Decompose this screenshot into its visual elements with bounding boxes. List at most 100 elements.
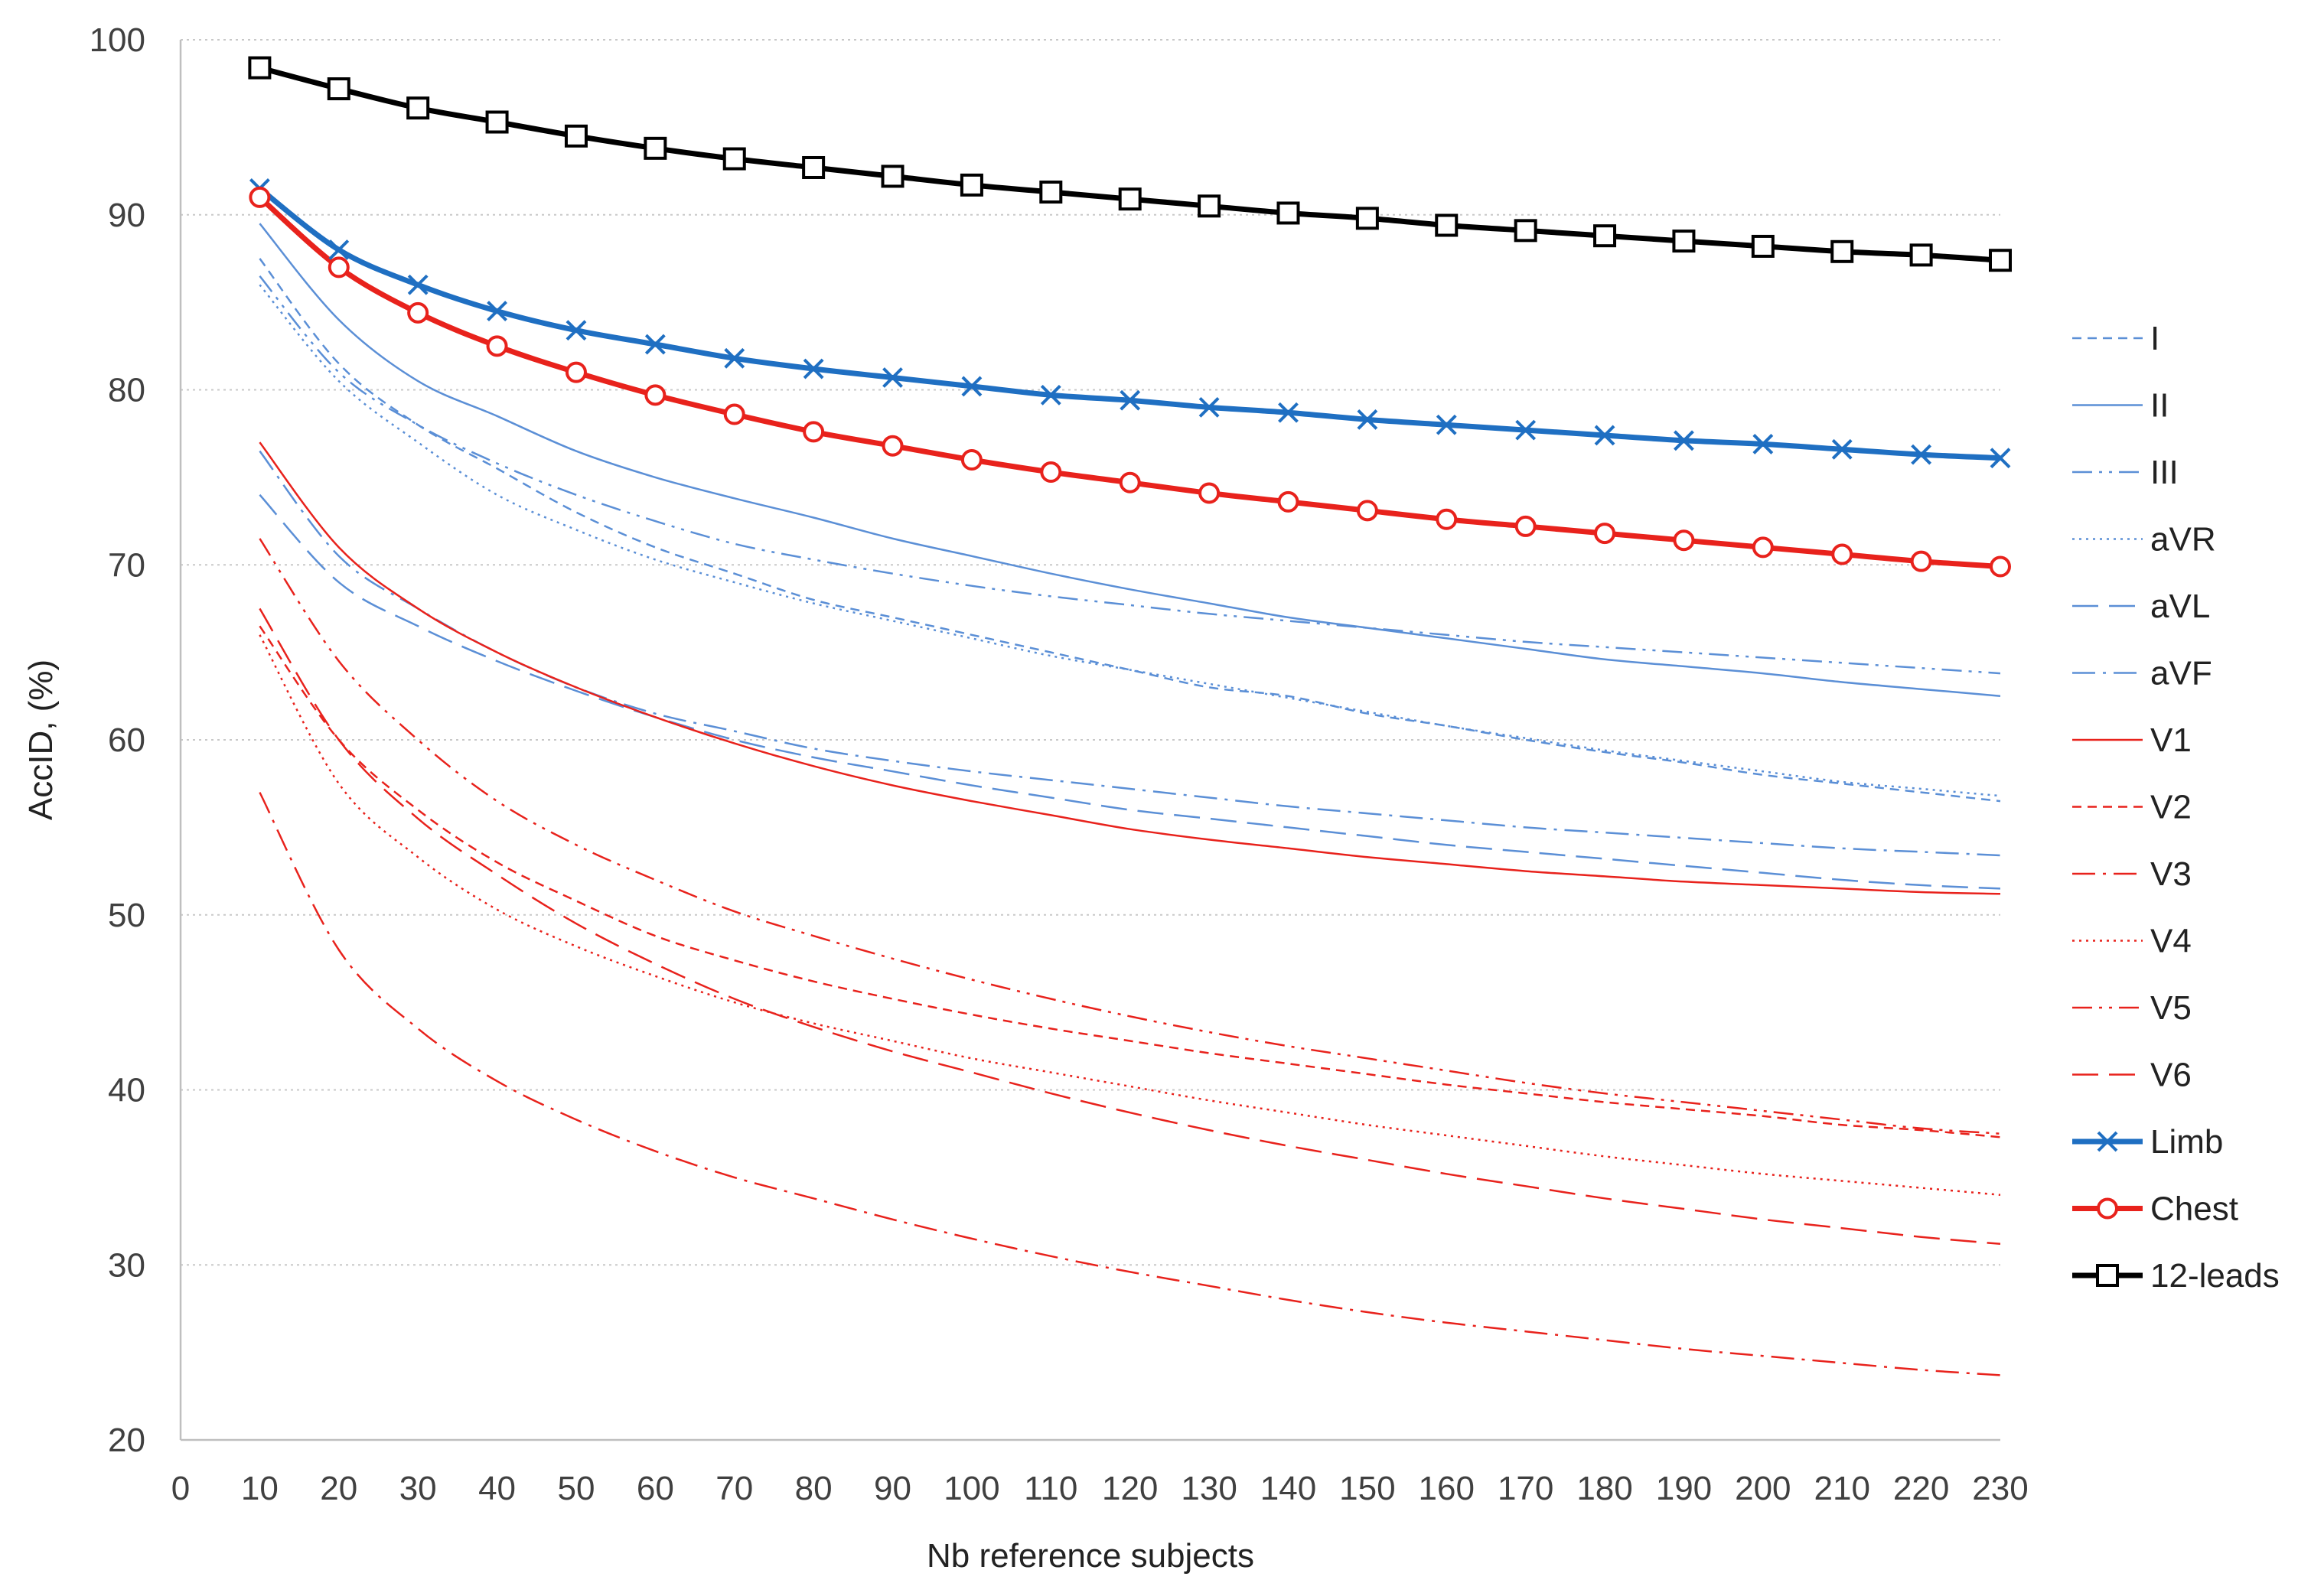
data-point-chest: [882, 435, 904, 457]
data-point-12-leads: [1435, 213, 1459, 237]
data-point-limb: [961, 376, 983, 397]
legend-item-v4: V4: [2072, 923, 2192, 960]
series-line-v5: [259, 538, 2001, 1135]
y-tick-label: 100: [90, 21, 145, 59]
x-tick-label: 90: [874, 1470, 911, 1507]
data-point-limb: [328, 239, 350, 260]
legend-label: II: [2150, 387, 2169, 425]
y-tick-label: 20: [108, 1422, 145, 1459]
data-point-limb: [566, 320, 587, 341]
data-point-limb: [1198, 396, 1220, 418]
data-point-limb: [1674, 430, 1694, 451]
x-tick-label: 80: [795, 1470, 833, 1507]
data-point-12-leads: [1355, 207, 1379, 230]
data-point-12-leads: [960, 173, 983, 197]
data-point-12-leads: [327, 77, 350, 101]
legend-label: V1: [2150, 721, 2192, 759]
y-tick-label: 90: [108, 197, 145, 234]
data-point-chest: [407, 301, 429, 324]
y-axis-title: AccID, (%): [22, 660, 60, 820]
x-tick-label: 130: [1181, 1470, 1237, 1507]
x-tick-label: 200: [1735, 1470, 1791, 1507]
series-line-v2: [259, 625, 2001, 1138]
data-point-12-leads: [485, 110, 509, 134]
series-line-avr: [259, 284, 2001, 797]
x-tick-label: 100: [944, 1470, 999, 1507]
data-point-limb: [1831, 438, 1853, 460]
data-point-12-leads: [1118, 187, 1142, 211]
data-point-12-leads: [1514, 219, 1537, 243]
data-point-chest: [1436, 508, 1458, 530]
data-point-12-leads: [1830, 239, 1854, 263]
data-point-chest: [1119, 471, 1141, 493]
legend-label: V6: [2150, 1057, 2192, 1094]
x-tick-label: 160: [1419, 1470, 1475, 1507]
x-tick-label: 230: [1972, 1470, 2028, 1507]
legend-label: aVR: [2150, 521, 2216, 559]
data-point-limb: [1120, 389, 1141, 411]
x-tick-label: 20: [320, 1470, 357, 1507]
legend-label: V4: [2150, 923, 2192, 960]
data-point-chest: [1673, 529, 1695, 552]
data-point-limb: [1911, 444, 1932, 465]
data-point-chest: [1831, 543, 1853, 565]
y-tick-label: 30: [108, 1246, 145, 1284]
data-point-chest: [1910, 550, 1932, 572]
series-line-ii: [259, 223, 2001, 698]
x-axis-title: Nb reference subjects: [927, 1537, 1254, 1575]
y-tick-label: 70: [108, 546, 145, 584]
data-point-chest: [1594, 523, 1616, 545]
series-line-v3: [259, 792, 2001, 1376]
data-point-chest: [1277, 490, 1299, 513]
legend-label: aVL: [2150, 588, 2210, 625]
legend-label: aVF: [2150, 655, 2212, 692]
data-point-chest: [565, 361, 587, 383]
data-point-chest: [328, 256, 350, 278]
legend-marker: [2097, 1131, 2118, 1152]
x-tick-label: 30: [399, 1470, 437, 1507]
x-tick-label: 220: [1893, 1470, 1949, 1507]
x-tick-label: 190: [1656, 1470, 1712, 1507]
x-tick-label: 150: [1339, 1470, 1395, 1507]
legend-item-v6: V6: [2072, 1057, 2192, 1094]
legend-item-avr: aVR: [2072, 521, 2216, 559]
legend-item-avf: aVF: [2072, 655, 2212, 692]
legend-item-i: I: [2072, 320, 2159, 357]
data-point-limb: [803, 358, 824, 379]
x-tick-label: 60: [637, 1470, 674, 1507]
y-tick-label: 50: [108, 897, 145, 934]
data-point-12-leads: [644, 136, 667, 160]
x-tick-label: 110: [1024, 1470, 1077, 1507]
data-point-12-leads: [564, 124, 588, 148]
data-point-12-leads: [1989, 249, 2012, 272]
x-tick-label: 210: [1814, 1470, 1870, 1507]
data-point-12-leads: [1672, 230, 1696, 253]
legend: IIIIIIaVRaVLaVFV1V2V3V4V5V6LimbChest12-l…: [2072, 320, 2280, 1295]
data-point-limb: [1436, 414, 1457, 435]
data-point-12-leads: [802, 155, 826, 179]
data-point-limb: [487, 301, 507, 321]
legend-item-chest: Chest: [2072, 1190, 2238, 1228]
x-tick-label: 120: [1102, 1470, 1158, 1507]
data-point-chest: [1040, 461, 1062, 484]
data-point-limb: [1357, 409, 1378, 430]
data-point-chest: [644, 384, 667, 406]
legend-label: V5: [2150, 989, 2192, 1027]
data-point-limb: [1990, 448, 2011, 469]
data-point-12-leads: [1751, 234, 1775, 258]
legend-label: Limb: [2150, 1123, 2223, 1161]
legend-item-ii: II: [2072, 387, 2169, 425]
data-point-chest: [960, 449, 983, 471]
data-point-12-leads: [1909, 243, 1933, 267]
data-point-12-leads: [406, 96, 430, 120]
data-point-limb: [1040, 384, 1061, 406]
x-tick-label: 0: [171, 1470, 190, 1507]
x-tick-label: 70: [715, 1470, 753, 1507]
data-point-12-leads: [1593, 224, 1617, 248]
legend-label: Chest: [2150, 1190, 2238, 1228]
y-tick-label: 40: [108, 1072, 145, 1109]
x-tick-label: 170: [1498, 1470, 1553, 1507]
data-point-chest: [1752, 536, 1774, 559]
y-tick-label: 60: [108, 721, 145, 759]
